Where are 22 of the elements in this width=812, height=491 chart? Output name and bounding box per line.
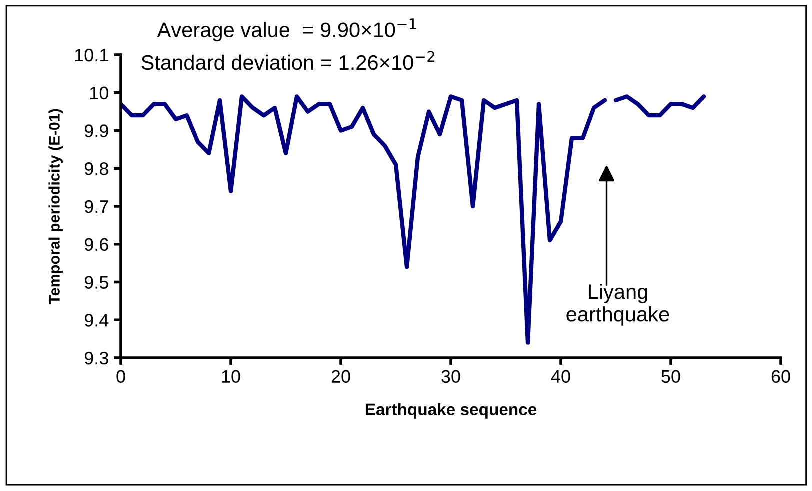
y-tick-label: 9.8: [84, 162, 108, 176]
line-series: [614, 94, 706, 118]
text: Average value = 9.90×10$^{−1}$: [157, 18, 416, 42]
y-tick-label: 10: [90, 86, 108, 100]
y-tick-label: 9.5: [84, 276, 108, 289]
y-tick-label: 9.4: [84, 314, 109, 327]
x-tick-label: 40: [551, 370, 570, 384]
x-tick-label: 0: [116, 370, 126, 384]
x-tick-label: 50: [662, 370, 680, 384]
annotation: Liyang earthquake: [566, 284, 670, 326]
x-tick-label: 30: [442, 370, 460, 384]
y-axis-title: Temporal periodicity (E-01): [48, 109, 63, 304]
y-tick-label: 9.3: [84, 352, 108, 365]
x-tick-label: 20: [332, 370, 350, 384]
x-tick-label: 60: [772, 370, 790, 384]
y-tick-label: 10.1: [75, 48, 108, 62]
y-tick-label: 9.9: [84, 124, 108, 138]
x-tick-label: 10: [222, 370, 240, 384]
y-tick-label: 9.7: [84, 200, 108, 214]
annotation: Standard deviation = 1.26×10$^{−2}$: [142, 51, 434, 70]
x-axis-title: Earthquake sequence: [366, 403, 537, 419]
y-tick-label: 9.6: [84, 238, 108, 252]
